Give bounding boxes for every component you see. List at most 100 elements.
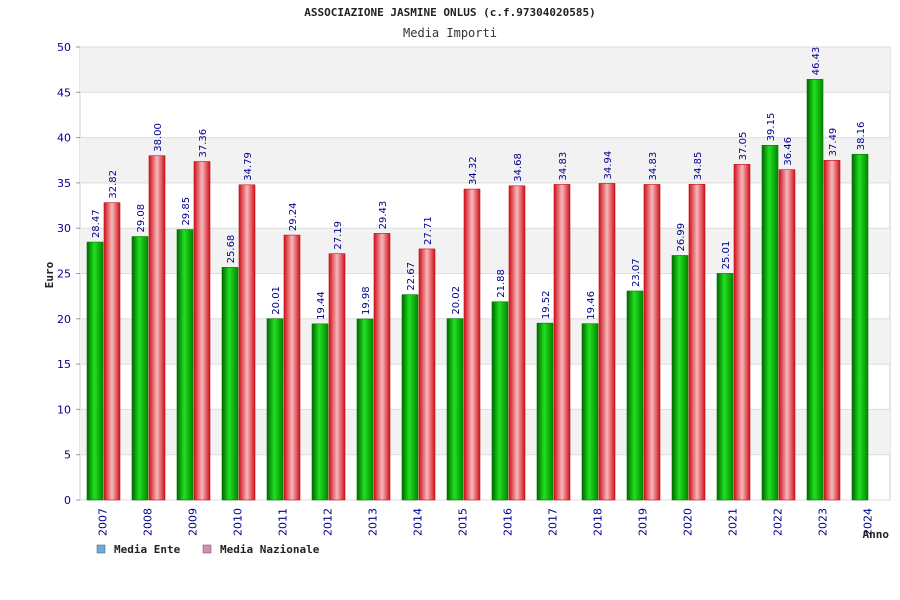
x-tick-label: 2017: [547, 508, 560, 536]
y-tick-label: 40: [57, 132, 71, 145]
y-tick-label: 35: [57, 177, 71, 190]
chart-subtitle: Media Importi: [403, 26, 497, 40]
bar-media-ente-2011: [266, 318, 284, 501]
bar-media-ente-2010: [221, 267, 239, 501]
y-tick-label: 10: [57, 403, 71, 416]
data-label: 27.71: [423, 216, 434, 245]
bar-media-ente-2018: [581, 323, 599, 501]
data-label: 19.46: [586, 291, 597, 320]
data-label: 28.47: [91, 209, 102, 238]
bar-labels: 28.47 29.08 29.85 25.68 20.01 19.44 19.98 22.67…: [91, 47, 867, 320]
bar-media-nazionale-2012: [328, 253, 346, 501]
x-tick-label: 2012: [322, 508, 335, 536]
bars: [86, 79, 869, 501]
x-tick-label: 2023: [817, 508, 830, 536]
data-label: 21.88: [496, 269, 507, 298]
gridlines: [80, 46, 890, 501]
bar-media-nazionale-2007: [103, 202, 121, 501]
data-label: 37.05: [738, 132, 749, 161]
data-label: 46.43: [811, 47, 822, 76]
bar-media-ente-2019: [626, 290, 644, 501]
y-tick-label: 25: [57, 268, 71, 281]
data-label: 29.85: [181, 197, 192, 226]
bar-media-nazionale-2018: [598, 183, 616, 501]
legend-label: Media Nazionale: [220, 543, 320, 556]
y-tick-label: 45: [57, 86, 71, 99]
y-tick-label: 15: [57, 358, 71, 371]
x-tick-label: 2007: [97, 508, 110, 536]
data-label: 37.36: [198, 129, 209, 158]
bar-media-nazionale-2008: [148, 155, 166, 501]
bar-media-nazionale-2016: [508, 185, 526, 501]
plot-band: [80, 318, 890, 365]
bar-media-nazionale-2022: [778, 169, 796, 501]
x-tick-label: 2024: [862, 508, 875, 536]
data-label: 34.79: [243, 152, 254, 181]
data-label: 38.16: [856, 122, 867, 151]
data-label: 36.46: [783, 137, 794, 166]
legend-label: Media Ente: [114, 543, 181, 556]
x-tick-label: 2018: [592, 508, 605, 536]
legend: Media Ente Media Nazionale: [96, 543, 320, 556]
bar-media-nazionale-2021: [733, 164, 751, 501]
legend-swatch: [96, 544, 106, 554]
bar-media-ente-2009: [176, 229, 194, 501]
bar-media-nazionale-2010: [238, 184, 256, 501]
y-tick-label: 0: [64, 494, 71, 507]
bar-media-nazionale-2011: [283, 234, 301, 501]
y-tick-label: 20: [57, 313, 71, 326]
x-tick-label: 2016: [502, 508, 515, 536]
data-label: 29.24: [288, 202, 299, 231]
bar-media-nazionale-2014: [418, 248, 436, 501]
data-label: 20.02: [451, 286, 462, 315]
chart-title: ASSOCIAZIONE JASMINE ONLUS (c.f.97304020…: [304, 6, 595, 19]
data-label: 29.08: [136, 204, 147, 233]
x-tick-label: 2009: [187, 508, 200, 536]
plot-band: [80, 137, 890, 183]
data-label: 29.43: [378, 201, 389, 230]
data-label: 19.52: [541, 291, 552, 320]
data-label: 34.94: [603, 151, 614, 180]
x-tick-label: 2011: [277, 508, 290, 536]
x-tick-label: 2015: [457, 508, 470, 536]
data-label: 22.67: [406, 262, 417, 291]
legend-swatch: [202, 544, 212, 554]
data-label: 27.19: [333, 221, 344, 250]
bar-media-ente-2023: [806, 79, 824, 501]
data-label: 25.68: [226, 235, 237, 264]
data-label: 19.44: [316, 291, 327, 320]
bar-media-nazionale-2017: [553, 184, 571, 501]
y-tick-label: 5: [64, 449, 71, 462]
y-tick-label: 30: [57, 222, 71, 235]
bar-media-ente-2007: [86, 241, 104, 501]
bar-media-nazionale-2015: [463, 188, 481, 501]
data-label: 37.49: [828, 128, 839, 157]
bar-media-nazionale-2013: [373, 233, 391, 501]
plot-band: [80, 228, 890, 274]
x-tick-label: 2020: [682, 508, 695, 536]
bar-media-ente-2020: [671, 255, 689, 501]
bar-media-ente-2014: [401, 294, 419, 501]
bar-media-ente-2008: [131, 236, 149, 501]
x-tick-label: 2014: [412, 508, 425, 536]
data-label: 39.15: [766, 113, 777, 142]
x-axis-title: Anno: [863, 528, 890, 541]
bar-media-nazionale-2019: [643, 184, 661, 501]
data-label: 26.99: [676, 223, 687, 252]
data-label: 20.01: [271, 286, 282, 315]
x-axis-ticks: 2007 2008 2009 2010 2011 2012 2013 2014 2015 2016…: [97, 508, 875, 536]
data-label: 38.00: [153, 123, 164, 152]
bar-media-ente-2012: [311, 323, 329, 501]
bar-media-ente-2016: [491, 301, 509, 501]
y-tick-label: 50: [57, 41, 71, 54]
y-axis-ticks: 0 5 10 15 20 25 30 35 40 45 50: [57, 41, 80, 507]
x-tick-label: 2010: [232, 508, 245, 536]
bar-media-ente-2022: [761, 145, 779, 501]
plot-band: [80, 47, 890, 93]
data-label: 34.85: [693, 152, 704, 181]
bar-media-ente-2017: [536, 322, 554, 501]
x-tick-label: 2019: [637, 508, 650, 536]
x-tick-label: 2008: [142, 508, 155, 536]
x-tick-label: 2022: [772, 508, 785, 536]
